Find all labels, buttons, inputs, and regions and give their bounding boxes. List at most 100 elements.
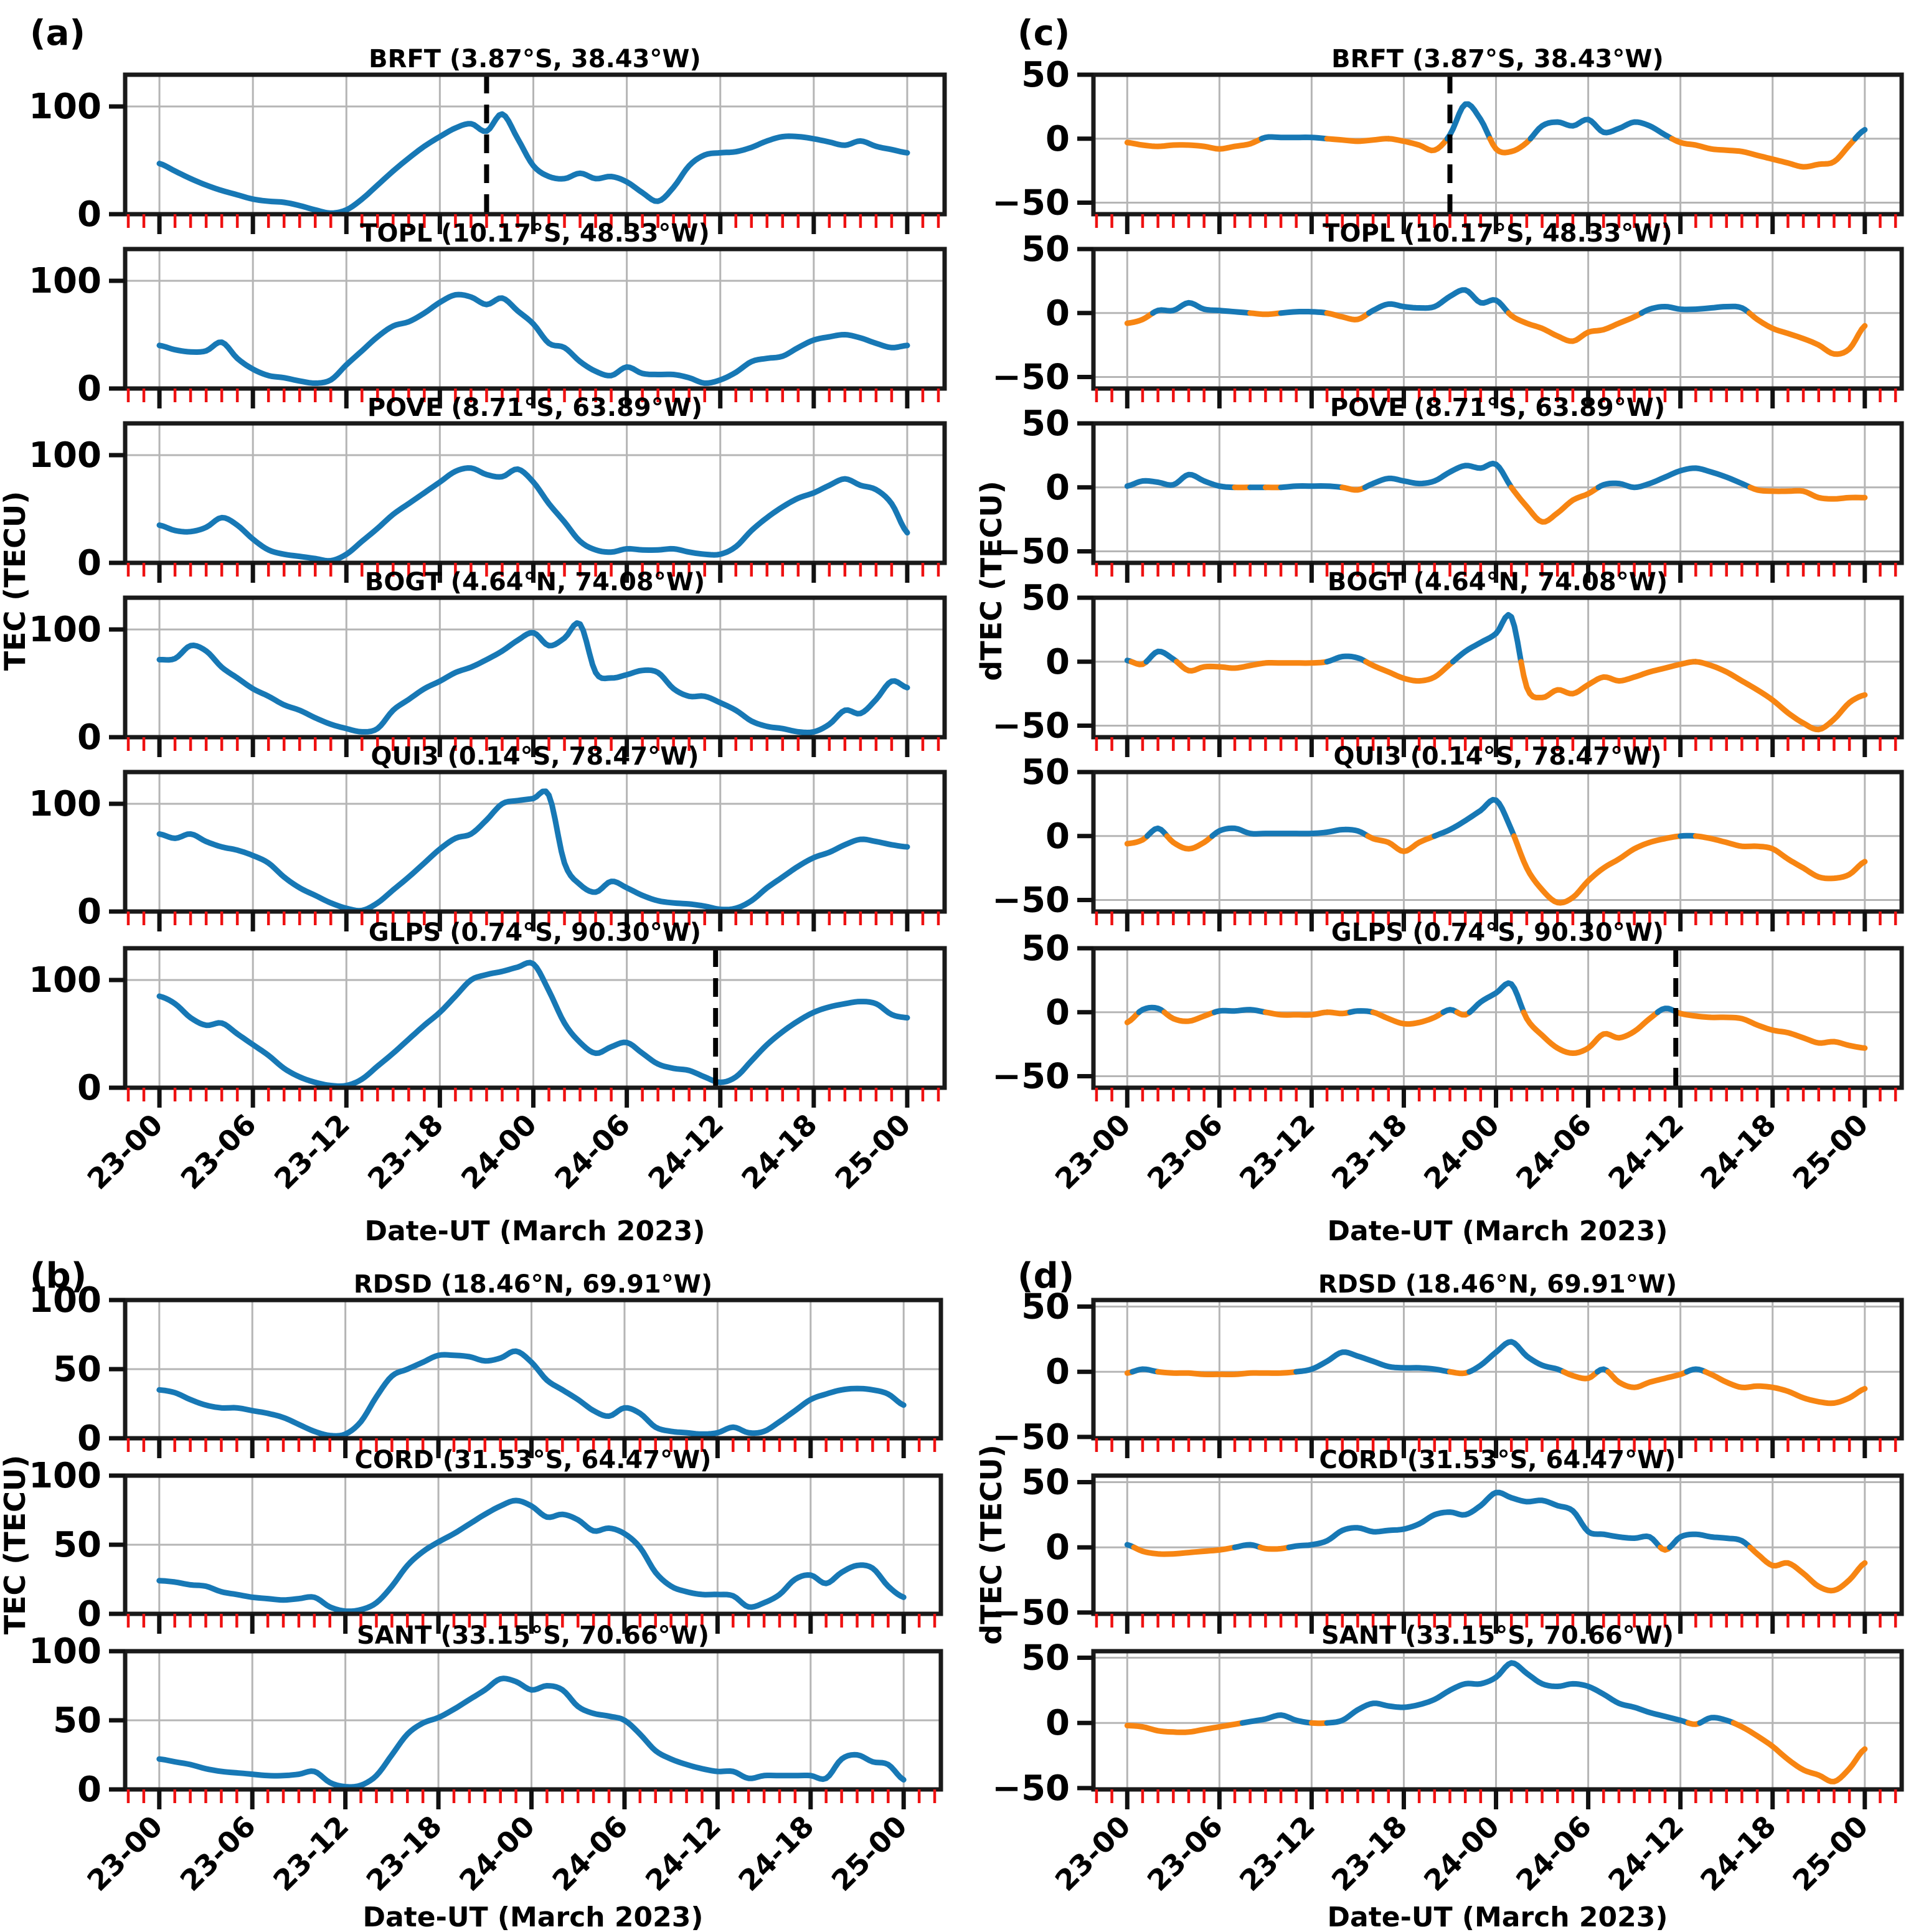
x-axis-label-b: Date-UT (March 2023)	[363, 1901, 704, 1932]
panel-letter-b: (b)	[30, 1256, 87, 1296]
subplot-title-POVE: POVE (8.71°S, 63.89°W)	[1330, 393, 1665, 422]
data-line	[1324, 136, 1392, 144]
y-tick-label: −50	[992, 706, 1070, 747]
data-line	[1258, 134, 1330, 142]
axes-border	[123, 770, 947, 914]
y-tick-label: 0	[1045, 1352, 1070, 1392]
x-tick-label: 24-18	[1694, 1108, 1782, 1196]
data-line	[1667, 1531, 1753, 1550]
subplot-title-SANT: SANT (33.15°S, 70.66°W)	[1321, 1621, 1674, 1650]
data-line	[1674, 1009, 1868, 1051]
subplot-title-QUI3: QUI3 (0.14°S, 78.47°W)	[371, 742, 699, 771]
data-line	[1521, 1009, 1661, 1056]
data-line	[156, 291, 910, 386]
x-tick-label: 23-00	[81, 1108, 169, 1196]
data-line	[1144, 825, 1170, 839]
x-tick-label: 23-06	[174, 1809, 262, 1898]
y-tick-label: 0	[77, 1418, 101, 1459]
x-tick-label: 23-06	[174, 1108, 263, 1196]
y-tick-label: 100	[29, 435, 101, 476]
y-tick-label: 100	[29, 784, 101, 824]
subplot-title-RDSD: RDSD (18.46°N, 69.91°W)	[354, 1270, 712, 1299]
y-tick-label: 50	[1021, 1286, 1070, 1327]
y-tick-label: −50	[992, 1417, 1070, 1458]
data-line	[1447, 1369, 1473, 1377]
subplot-title-QUI3: QUI3 (0.14°S, 78.47°W)	[1334, 742, 1662, 771]
data-line	[156, 1675, 907, 1790]
subplot-title-CORD: CORD (31.53°S, 64.47°W)	[355, 1446, 712, 1474]
subplot-title-SANT: SANT (33.15°S, 70.66°W)	[357, 1621, 709, 1650]
data-line	[1278, 309, 1330, 316]
y-tick-label: 100	[29, 1456, 101, 1496]
x-tick-label: 23-00	[1049, 1809, 1137, 1898]
data-line	[1852, 126, 1868, 142]
y-tick-label: 50	[1021, 55, 1070, 95]
y-tick-label: 0	[77, 369, 101, 409]
data-line	[156, 465, 910, 564]
x-tick-label: 23-06	[1141, 1108, 1229, 1196]
data-line	[1149, 299, 1253, 316]
x-tick-label: 24-12	[639, 1809, 727, 1898]
y-tick-label: 0	[77, 1594, 101, 1634]
data-line	[1746, 310, 1868, 357]
data-line	[1363, 659, 1456, 684]
x-tick-label: 24-12	[1602, 1108, 1690, 1196]
axes-border	[1091, 72, 1904, 217]
x-tick-label: 23-00	[80, 1809, 169, 1898]
y-tick-label: 0	[1045, 293, 1070, 334]
data-line	[1324, 1660, 1691, 1726]
data-line	[1143, 648, 1180, 665]
y-tick-label: 50	[1021, 928, 1070, 969]
x-tick-label: 23-00	[1049, 1108, 1137, 1196]
data-line	[1257, 1544, 1292, 1552]
data-line	[1432, 796, 1517, 839]
x-tick-label: 25-00	[825, 1809, 913, 1898]
data-line	[1638, 303, 1752, 316]
x-tick-label: 24-06	[546, 1809, 635, 1898]
x-axis-label-d: Date-UT (March 2023)	[1328, 1901, 1668, 1932]
data-line	[1692, 833, 1868, 882]
data-line	[1697, 1715, 1737, 1726]
data-line	[1124, 833, 1150, 847]
data-line	[1262, 1009, 1330, 1018]
panel-letter-c: (c)	[1017, 13, 1070, 54]
data-line	[1605, 1369, 1690, 1390]
y-axis-label-d: dTEC (TECU)	[975, 1444, 1008, 1644]
x-tick-label: 24-18	[735, 1108, 823, 1196]
y-tick-label: 0	[1045, 1527, 1070, 1568]
data-line	[1444, 101, 1493, 142]
axes-border	[1091, 946, 1904, 1090]
data-line	[1747, 484, 1868, 502]
axes-border	[123, 421, 947, 565]
data-line	[1506, 310, 1645, 344]
x-tick-label: 23-06	[1141, 1809, 1229, 1898]
y-tick-label: −50	[992, 1593, 1070, 1633]
data-line	[1324, 1009, 1353, 1017]
data-line	[1161, 1009, 1217, 1024]
x-axis-label-a: Date-UT (March 2023)	[365, 1215, 706, 1247]
data-line	[1239, 1712, 1314, 1726]
data-line	[156, 111, 910, 216]
subplot-title-TOPL: TOPL (10.17°S, 48.33°W)	[1323, 219, 1673, 248]
x-tick-label: 24-12	[1602, 1809, 1690, 1898]
data-line	[1278, 483, 1346, 491]
y-axis-label-c: dTEC (TECU)	[975, 481, 1008, 681]
data-line	[1366, 287, 1512, 316]
axes-border	[1091, 247, 1904, 391]
y-tick-label: 0	[1045, 468, 1070, 508]
y-tick-label: 100	[29, 261, 101, 301]
data-line	[1212, 1007, 1268, 1015]
y-tick-label: 50	[1021, 403, 1070, 444]
x-tick-label: 25-00	[1786, 1108, 1874, 1196]
data-line	[1362, 460, 1514, 491]
y-tick-label: 100	[29, 960, 101, 1001]
y-tick-label: 100	[29, 87, 101, 127]
data-line	[1527, 116, 1675, 142]
subplot-title-BOGT: BOGT (4.64°N, 74.08°W)	[365, 568, 705, 596]
data-line	[1324, 310, 1372, 323]
subplot-title-GLPS: GLPS (0.74°S, 90.30°W)	[1331, 918, 1664, 947]
y-tick-label: 0	[77, 1769, 101, 1810]
subplot-title-POVE: POVE (8.71°S, 63.89°W)	[367, 393, 702, 422]
data-line	[1124, 136, 1265, 152]
y-tick-label: 0	[77, 717, 101, 758]
